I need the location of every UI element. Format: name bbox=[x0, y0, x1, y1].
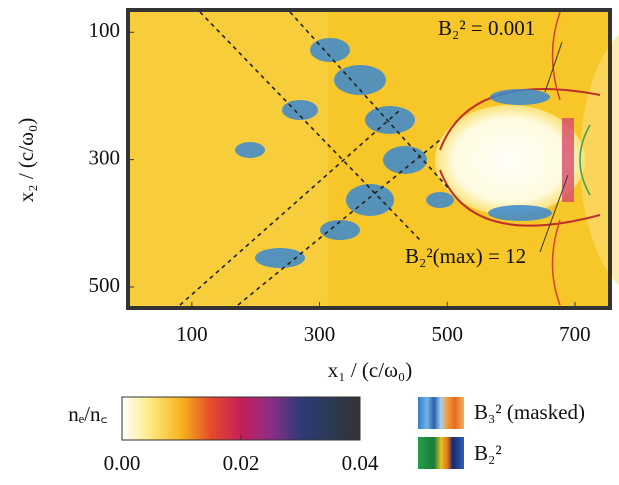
x-tick-label: 300 bbox=[304, 322, 336, 346]
annotation-arrow bbox=[539, 174, 569, 253]
x-tick-label: 100 bbox=[176, 322, 208, 346]
colorbar-label: nₑ/n꜀ bbox=[68, 402, 107, 426]
x-tick-label: 700 bbox=[559, 322, 591, 346]
y-tick-label: 100 bbox=[89, 18, 121, 42]
colorbar-tick-label: 0.04 bbox=[342, 451, 379, 475]
field-image bbox=[126, 8, 619, 310]
colorbar bbox=[121, 396, 361, 441]
x-tick-label: 500 bbox=[431, 322, 463, 346]
legend-label: B₂² bbox=[474, 441, 502, 465]
annotation: B₂²(max) = 12 bbox=[405, 244, 526, 268]
y-tick-label: 300 bbox=[89, 145, 121, 169]
y-tick-label: 500 bbox=[89, 273, 121, 297]
colorbar-tick-label: 0.00 bbox=[104, 451, 141, 475]
legend-label: B₃² (masked) bbox=[474, 400, 585, 424]
annotation-arrow bbox=[544, 41, 563, 93]
legend-swatch bbox=[418, 397, 464, 429]
x-axis-label: x₁ / (c/ω₀) bbox=[328, 358, 412, 382]
annotation: B₂² = 0.001 bbox=[438, 16, 535, 40]
colorbar-tick-label: 0.02 bbox=[223, 451, 260, 475]
legend-swatch bbox=[418, 437, 464, 469]
y-axis-label: x₂ / (c/ω₀) bbox=[14, 118, 38, 202]
